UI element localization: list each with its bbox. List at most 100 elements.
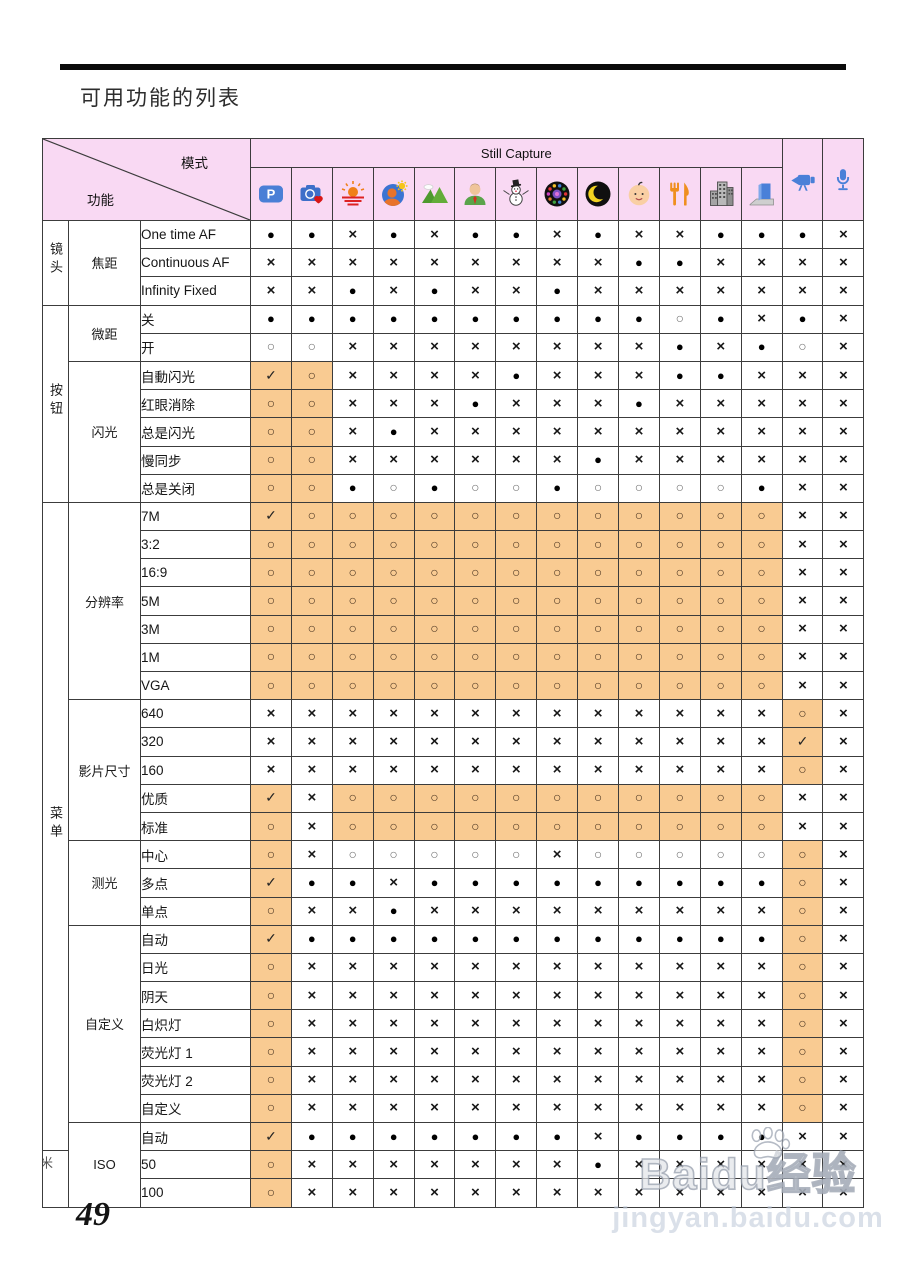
availability-cell: ○ [618,670,660,701]
availability-cell: ○ [495,614,538,644]
function-label: 自动 [140,1121,251,1152]
availability-cell: × [740,417,783,447]
availability-symbol: ○ [634,592,644,609]
availability-cell: × [618,276,660,306]
availability-symbol: × [511,1043,521,1061]
availability-symbol: ● [635,874,643,890]
availability-cell: ○ [740,783,783,813]
subgroup-label: 测光 [68,840,141,926]
availability-cell: × [740,389,783,419]
availability-cell: ○ [536,614,579,644]
availability-symbol: × [471,986,480,1004]
availability-cell: × [495,1150,538,1180]
availability-cell: ● [658,868,701,898]
corner-function-label: 功能 [87,193,114,208]
availability-symbol: ✓ [265,930,277,947]
availability-symbol: × [552,704,562,722]
availability-cell: ○ [331,783,374,813]
availability-symbol: ○ [757,845,766,862]
availability-symbol: × [839,563,848,581]
availability-cell: × [495,981,538,1011]
availability-cell: ● [290,219,333,250]
availability-symbol: ● [389,1128,398,1144]
availability-symbol: × [511,394,521,412]
availability-cell: ● [577,219,620,250]
availability-cell: ○ [250,840,292,870]
availability-cell: × [699,248,742,278]
availability-symbol: ✓ [265,1127,277,1144]
availability-symbol: ● [471,395,480,411]
availability-symbol: ○ [266,1071,276,1088]
availability-cell: × [822,473,865,503]
availability-symbol: ○ [307,592,317,609]
availability-cell: ○ [290,558,333,588]
availability-cell: × [331,699,374,729]
availability-cell: ○ [658,614,701,644]
availability-cell: ○ [740,670,783,701]
availability-cell: × [699,755,742,785]
availability-symbol: ● [307,1128,316,1144]
availability-cell: ● [781,304,824,334]
availability-symbol: ● [471,311,480,327]
availability-cell: × [536,1009,579,1039]
function-label: 总是闪光 [140,417,251,447]
availability-cell: × [454,1178,497,1208]
availability-symbol: ● [553,874,562,890]
availability-symbol: ○ [389,676,398,693]
availability-cell: ● [331,868,374,898]
availability-cell: ○ [372,642,415,673]
availability-symbol: × [389,1043,398,1061]
availability-symbol: × [348,253,358,271]
availability-symbol: ✓ [265,873,277,890]
availability-symbol: ● [307,226,316,242]
availability-symbol: ● [716,367,725,383]
availability-symbol: × [511,451,521,469]
availability-symbol: × [552,845,562,863]
availability-cell: × [658,276,701,306]
availability-cell: × [290,981,333,1011]
availability-cell: ● [618,1121,660,1152]
availability-cell: × [372,727,415,757]
availability-cell: × [658,1037,701,1067]
availability-cell: ○ [250,614,292,644]
availability-cell: ○ [454,670,497,701]
availability-symbol: × [307,817,317,835]
availability-cell: × [290,1009,333,1039]
availability-cell: ○ [699,840,742,870]
availability-symbol: ● [757,339,766,355]
availability-cell: × [536,1178,579,1208]
availability-symbol: ○ [798,338,807,355]
availability-cell: × [331,360,374,391]
availability-symbol: × [266,281,276,299]
availability-symbol: ○ [798,930,807,947]
function-label: 320 [140,727,251,757]
availability-cell: × [740,727,783,757]
availability-symbol: × [634,986,644,1004]
availability-cell: × [658,981,701,1011]
function-label: 自定义 [140,1093,251,1124]
availability-cell: ○ [781,896,824,926]
availability-symbol: ○ [307,394,317,411]
availability-cell: × [699,727,742,757]
availability-cell: ○ [250,558,292,588]
availability-symbol: × [307,902,317,920]
availability-symbol: ○ [716,507,725,524]
availability-symbol: × [552,225,562,243]
availability-symbol: × [430,253,439,271]
availability-symbol: × [716,338,726,356]
availability-cell: × [331,952,374,983]
availability-symbol: ○ [389,507,398,524]
availability-symbol: ○ [512,479,521,496]
availability-cell: × [372,389,415,419]
availability-cell: ○ [658,558,701,588]
availability-cell: ○ [454,530,497,560]
availability-cell: × [822,1121,865,1152]
availability-symbol: ○ [348,535,357,552]
availability-cell: ○ [454,811,497,842]
availability-symbol: × [307,986,317,1004]
table-row: 单点 ○ × × ● × × × × × × × × × ○ × [43,896,865,926]
availability-cell: ○ [618,501,660,532]
availability-symbol: × [511,281,521,299]
availability-cell: × [331,755,374,785]
availability-symbol: × [389,1155,398,1173]
